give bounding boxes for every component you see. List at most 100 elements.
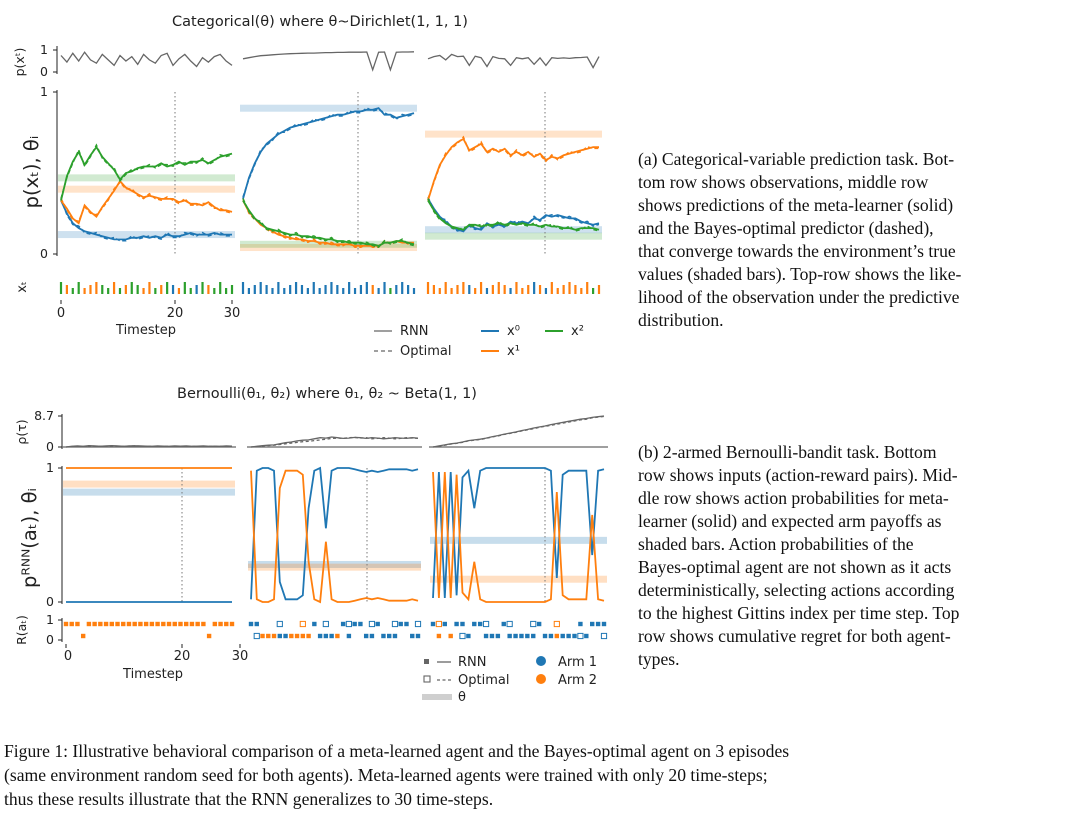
observation-mark: [485, 288, 489, 294]
rnn-action-marker: [306, 633, 311, 639]
rnn-action-marker: [178, 621, 183, 627]
observation-mark: [377, 288, 380, 294]
observation-mark: [95, 282, 98, 294]
panel-b-plots: [62, 415, 608, 640]
observation-mark: [247, 288, 250, 294]
observation-mark: [574, 285, 577, 294]
figure-caption-line: Figure 1: Illustrative behavioral compar…: [4, 741, 789, 761]
caption-b-line: row shows inputs (action-reward pairs). …: [638, 465, 958, 485]
rnn-action-marker: [525, 633, 530, 639]
observation-mark: [77, 282, 80, 294]
theta-bar: [240, 104, 417, 112]
rnn-action-marker: [115, 621, 120, 627]
rnn-action-marker: [448, 633, 453, 639]
theta-bar: [248, 563, 421, 571]
caption-b-line: to the highest Gittins index per time st…: [638, 603, 960, 623]
observation-mark: [544, 288, 548, 294]
optimal-action-marker: [345, 620, 352, 628]
optimal-line-1: [242, 198, 414, 248]
rnn-action-marker: [381, 633, 386, 639]
ylabel-a-top: p(xᵗ): [12, 48, 27, 77]
rnn-action-marker: [554, 633, 560, 639]
observation-mark: [527, 285, 530, 294]
rnn-action-marker: [584, 633, 589, 639]
regret-rnn: [432, 415, 605, 448]
figure-caption: Figure 1: Illustrative behavioral compar…: [4, 741, 789, 809]
rnn-action-marker: [460, 621, 465, 627]
rnn-action-marker: [436, 633, 442, 639]
rnn-action-marker: [161, 621, 166, 627]
xtick-label: 20: [167, 306, 184, 321]
caption-b-line: deterministically, selecting actions acc…: [638, 580, 955, 600]
observation-mark: [538, 285, 542, 294]
observation-mark: [283, 288, 286, 294]
rnn-action-marker: [184, 621, 189, 627]
caption-b-line: (b) 2-armed Bernoulli-bandit task. Botto…: [638, 442, 937, 462]
ylabel-b-mid: pᴿᴺᴺ(aₜ), θᵢ: [18, 488, 41, 588]
rnn-action-marker: [410, 633, 415, 639]
legend-rnn-label: RNN: [400, 324, 428, 339]
rnn-action-marker: [121, 621, 126, 627]
rnn-action-marker: [166, 621, 172, 627]
optimal-action-marker: [506, 620, 513, 628]
observation-mark: [556, 288, 559, 294]
rnn-action-marker: [466, 633, 471, 639]
observation-mark: [112, 282, 116, 294]
observation-mark: [130, 282, 133, 294]
rnn-action-marker: [358, 621, 363, 627]
caption-a-line: and the Bayes-optimal predictor (dashed)…: [638, 218, 934, 238]
rnn-action-marker: [472, 621, 477, 627]
rnn-action-marker: [489, 633, 495, 639]
theta-bar: [430, 536, 607, 544]
observation-mark: [160, 285, 163, 294]
rnn-action-marker: [224, 621, 229, 627]
observation-mark: [148, 282, 151, 294]
rnn-action-marker: [189, 621, 195, 627]
rnn-action-marker: [155, 621, 160, 627]
rnn-action-marker: [352, 621, 357, 627]
caption-b: (b) 2-armed Bernoulli-bandit task. Botto…: [638, 442, 960, 669]
theta-bar: [425, 232, 602, 240]
likelihood-line: [242, 51, 415, 72]
rnn-action-marker: [483, 633, 489, 639]
observation-mark: [271, 288, 274, 294]
rnn-line-1: [60, 179, 233, 225]
legend-a: RNN Optimal x⁰ x¹ x²: [374, 324, 584, 359]
rnn-action-marker: [212, 621, 218, 627]
legend-b: RNN Optimal θ Arm 1 Arm 2: [422, 655, 597, 705]
rnn-line-1: [427, 137, 599, 201]
rnn-action-marker: [195, 621, 200, 627]
caption-b-line: shaded bars. Action probabilities of the: [638, 534, 914, 554]
observation-mark: [426, 282, 430, 294]
observation-mark: [71, 288, 74, 294]
observation-mark: [444, 282, 447, 294]
xtick-label: 0: [57, 306, 65, 321]
observation-mark: [395, 285, 398, 294]
rnn-action-marker: [109, 621, 114, 627]
xtick-label: 30: [232, 649, 249, 664]
observation-mark: [474, 288, 477, 294]
likelihood-line: [60, 51, 233, 68]
optimal-action-marker: [414, 620, 422, 628]
theta-bar: [58, 185, 235, 193]
optimal-action-marker: [600, 632, 608, 640]
rnn-action-marker: [578, 621, 583, 627]
observation-mark: [592, 288, 595, 294]
observation-mark: [509, 288, 512, 294]
rnn-action-marker: [536, 621, 542, 627]
observation-mark: [225, 288, 228, 294]
observation-mark: [550, 282, 553, 294]
observation-mark: [294, 282, 298, 294]
ytick-label: 0: [40, 64, 48, 79]
figure-caption-line: (same environment random seed for both a…: [4, 765, 768, 785]
observation-mark: [407, 285, 410, 294]
rnn-action-marker: [294, 633, 300, 639]
observation-mark: [462, 282, 465, 294]
theta-bar: [430, 575, 607, 583]
panel-a-plots: [58, 51, 602, 294]
observation-mark: [503, 285, 506, 294]
observation-mark: [348, 282, 351, 294]
rnn-action-marker: [477, 621, 483, 627]
observation-mark: [568, 282, 571, 294]
observation-mark: [371, 285, 374, 294]
